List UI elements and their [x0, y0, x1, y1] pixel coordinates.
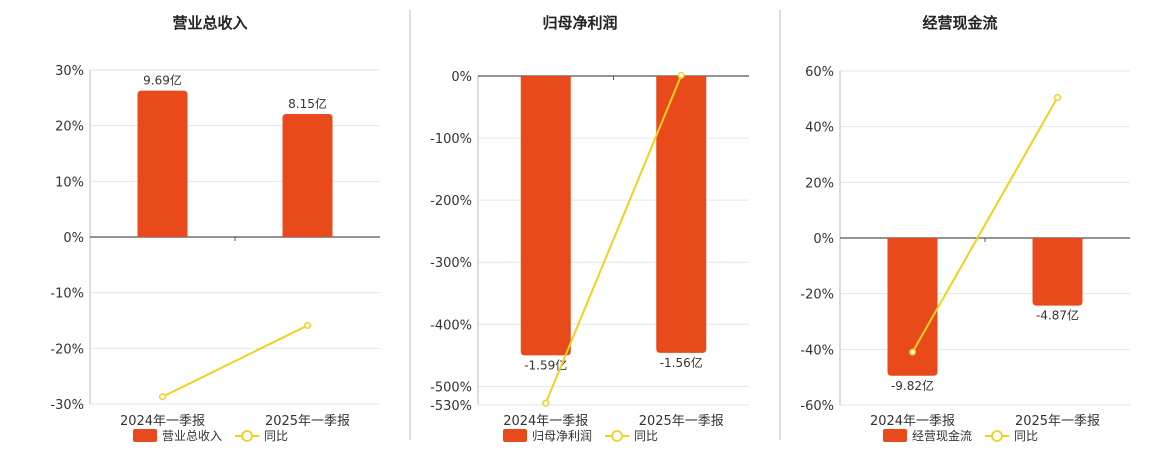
yoy-point — [158, 393, 167, 401]
y-tick-label: 20% — [805, 176, 834, 191]
bar-value-label: -1.59亿 — [524, 357, 567, 372]
chart-panel-1: 营业总收入 30% 20% 10% 0% -10% -20% -30% 9.69亿 8.15亿 20… — [50, 14, 380, 443]
y-tick-label: 0% — [813, 232, 834, 247]
y-tick-label: 60% — [805, 65, 834, 80]
y-tick-label: 10% — [55, 175, 84, 190]
y-tick-label: -60% — [800, 399, 834, 414]
x-tick-label: 2024年一季报 — [503, 414, 588, 429]
y-tick-label: -10% — [50, 287, 84, 302]
bar-value-label: -1.56亿 — [660, 355, 703, 370]
bar-value-label: -4.87亿 — [1036, 308, 1079, 323]
chart-panel-3: 经营现金流 60% 40% 20% 0% -20% -40% -60% -9.82亿 -4.87亿… — [800, 14, 1130, 443]
yoy-point — [677, 71, 685, 79]
legend-bar-swatch — [503, 429, 527, 442]
yoy-point — [542, 399, 550, 407]
chart-title: 营业总收入 — [172, 14, 247, 32]
y-tick-label: 30% — [55, 64, 84, 79]
bar — [282, 113, 333, 237]
y-tick-label: 40% — [805, 121, 834, 136]
legend-bar-label: 营业总收入 — [162, 429, 222, 443]
yoy-line — [544, 74, 683, 404]
x-tick-label: 2025年一季报 — [265, 414, 350, 429]
y-tick-label: -20% — [800, 288, 834, 303]
yoy-point — [1053, 93, 1062, 101]
bar — [137, 90, 188, 237]
legend-line-marker — [241, 430, 253, 442]
y-tick-label: 0% — [63, 231, 84, 246]
legend-bar-swatch — [133, 429, 157, 442]
x-tick-label: 2025年一季报 — [1015, 414, 1100, 429]
chart-title: 归母净利润 — [542, 14, 617, 32]
legend-bar-swatch — [883, 429, 907, 442]
yoy-line — [162, 324, 308, 398]
legend-line-label: 同比 — [1014, 429, 1038, 443]
y-tick-label: -400% — [430, 318, 472, 333]
legend-line-marker — [991, 430, 1003, 442]
legend-line-label: 同比 — [264, 429, 288, 443]
bar — [887, 238, 938, 376]
y-tick-label: -100% — [430, 132, 472, 147]
bar-value-label: -9.82亿 — [891, 378, 934, 393]
y-tick-label: -20% — [50, 342, 84, 357]
legend-line-label: 同比 — [634, 429, 658, 443]
bar-value-label: 9.69亿 — [143, 73, 182, 88]
x-tick-label: 2024年一季报 — [870, 414, 955, 429]
bar — [656, 76, 707, 353]
yoy-line — [911, 96, 1059, 353]
legend-line-marker — [611, 430, 623, 442]
y-tick-label: -300% — [430, 256, 472, 271]
x-tick-label: 2024年一季报 — [120, 414, 205, 429]
bar — [1032, 238, 1083, 306]
yoy-point — [303, 321, 312, 330]
legend-bar-label: 归母净利润 — [532, 429, 592, 443]
y-tick-label: 0% — [451, 70, 472, 85]
x-tick-label: 2025年一季报 — [639, 414, 724, 429]
chart-panel-2: 归母净利润 0% -100% -200% -300% -400% -500% -530% -1.… — [430, 14, 749, 443]
y-tick-label: -30% — [50, 398, 84, 413]
y-tick-label: 20% — [55, 120, 84, 135]
bar-value-label: 8.15亿 — [288, 96, 327, 111]
y-tick-label: -40% — [800, 343, 834, 358]
y-tick-label: -530% — [430, 399, 472, 414]
chart-title: 经营现金流 — [922, 14, 997, 32]
yoy-point — [908, 348, 917, 356]
y-tick-label: -200% — [430, 194, 472, 209]
y-tick-label: -500% — [430, 380, 472, 395]
legend-bar-label: 经营现金流 — [912, 428, 972, 443]
bar — [520, 76, 571, 356]
